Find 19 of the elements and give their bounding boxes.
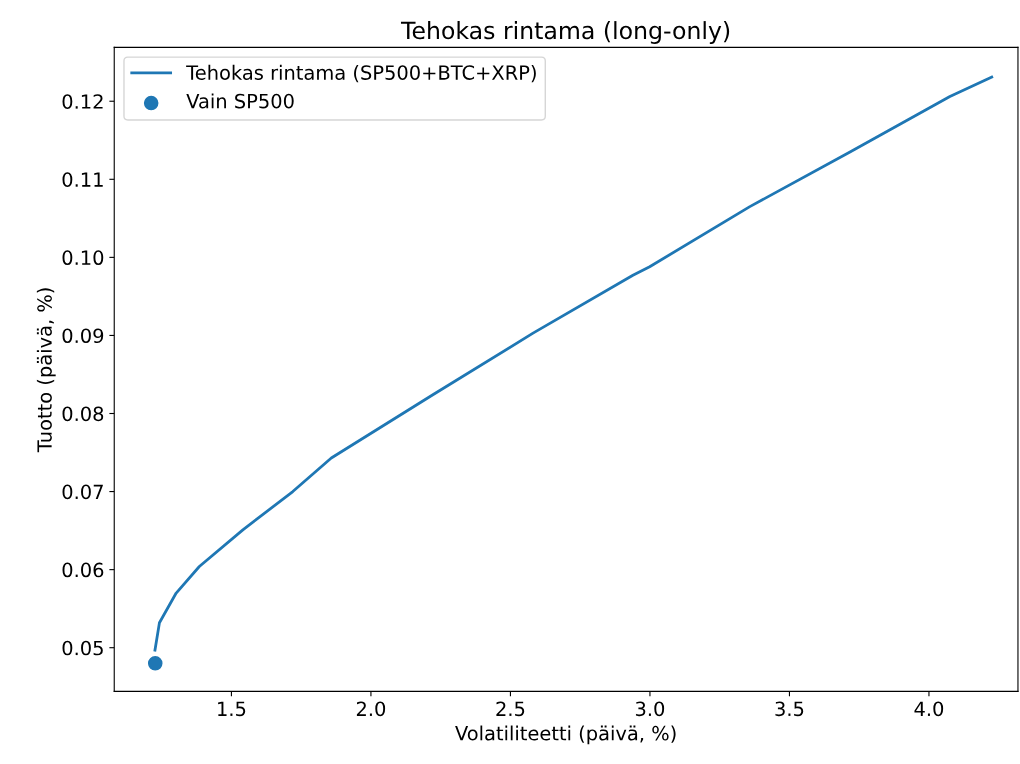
y-tick-label: 0.05: [62, 640, 103, 656]
x-tick-label: 2.0: [356, 701, 386, 717]
x-tick-label: 2.5: [496, 701, 525, 717]
y-axis-title: Tuotto (päivä, %): [36, 288, 56, 453]
y-tick-label: 0.08: [62, 406, 104, 422]
y-tick-label: 0.10: [62, 250, 104, 266]
x-tick-label: 1.5: [218, 701, 246, 717]
legend-label: Vain SP500: [186, 93, 294, 109]
x-tick-label: 4.0: [914, 701, 944, 717]
y-tick-label: 0.07: [62, 484, 103, 500]
legend-label: Tehokas rintama (SP500+BTC+XRP): [186, 64, 536, 83]
y-tick-label: 0.09: [62, 328, 104, 344]
x-tick-label: 3.5: [775, 701, 804, 717]
y-tick-label: 0.11: [62, 172, 103, 187]
x-axis-title: Volatiliteetti (päivä, %): [455, 725, 676, 745]
chart-title: Tehokas rintama (long-only): [400, 21, 730, 44]
y-tick-label: 0.12: [62, 94, 103, 109]
y-tick-label: 0.06: [62, 562, 104, 578]
x-tick-label: 3.0: [635, 701, 665, 717]
